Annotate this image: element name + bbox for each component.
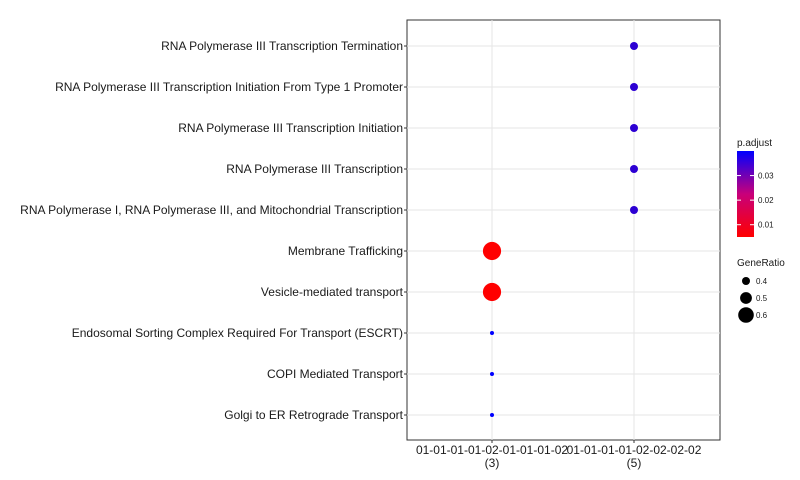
gene-ratio-legend-title: GeneRatio	[737, 258, 785, 269]
data-point	[490, 331, 494, 335]
data-point	[630, 83, 638, 91]
y-tick-label: RNA Polymerase III Transcription Initiat…	[178, 121, 403, 135]
gene-ratio-legend-dot	[738, 307, 754, 323]
y-axis-labels: Golgi to ER Retrograde Transport COPI Med…	[20, 39, 407, 422]
data-point	[482, 241, 502, 261]
y-tick-label: RNA Polymerase III Transcription Initiat…	[55, 80, 403, 94]
data-point	[630, 42, 638, 50]
gene-ratio-legend-dot	[742, 277, 750, 285]
p-adjust-colorbar	[737, 151, 754, 237]
x-axis-labels: 01-01-01-01-02-01-01-01-02(3) 01-01-01-01…	[416, 440, 702, 470]
y-tick-label: COPI Mediated Transport	[267, 367, 404, 381]
data-point	[490, 413, 494, 417]
y-tick-label: Golgi to ER Retrograde Transport	[224, 408, 403, 422]
gene-ratio-legend-label: 0.4	[756, 277, 768, 286]
p-adjust-colorbar-ticks: 0.01 0.02 0.03	[737, 172, 774, 230]
gene-ratio-legend-label: 0.5	[756, 294, 768, 303]
y-tick-label: Vesicle-mediated transport	[261, 285, 404, 299]
data-point	[630, 206, 638, 214]
data-point	[630, 124, 638, 132]
x-tick-count-label: (5)	[627, 456, 642, 470]
gene-ratio-legend-dot	[740, 292, 752, 304]
gene-ratio-legend-label: 0.6	[756, 311, 768, 320]
y-tick-label: RNA Polymerase III Transcription Termina…	[161, 39, 403, 53]
plot-panel	[406, 19, 721, 441]
p-adjust-legend-title: p.adjust	[737, 138, 772, 149]
colorbar-tick-label: 0.02	[758, 196, 774, 205]
p-adjust-legend: p.adjust 0.01 0.02 0.03	[737, 138, 774, 237]
x-tick-count-label: (3)	[485, 456, 500, 470]
x-tick-label: 01-01-01-01-02-02-02-02	[567, 443, 702, 457]
y-tick-label: RNA Polymerase I, RNA Polymerase III, an…	[20, 203, 403, 217]
x-tick-label: 01-01-01-01-02-01-01-01-02	[416, 443, 568, 457]
y-tick-label: RNA Polymerase III Transcription	[226, 162, 403, 176]
colorbar-tick-label: 0.01	[758, 221, 774, 230]
colorbar-tick-label: 0.03	[758, 172, 774, 181]
y-tick-label: Endosomal Sorting Complex Required For T…	[72, 326, 403, 340]
y-tick-label: Membrane Trafficking	[288, 244, 403, 258]
data-points	[482, 42, 638, 417]
data-point	[630, 165, 638, 173]
data-point	[482, 282, 502, 302]
data-point	[490, 372, 494, 376]
gene-ratio-legend: GeneRatio 0.4 0.5 0.6	[737, 258, 785, 323]
gene-ratio-legend-items: 0.4 0.5 0.6	[738, 277, 768, 323]
